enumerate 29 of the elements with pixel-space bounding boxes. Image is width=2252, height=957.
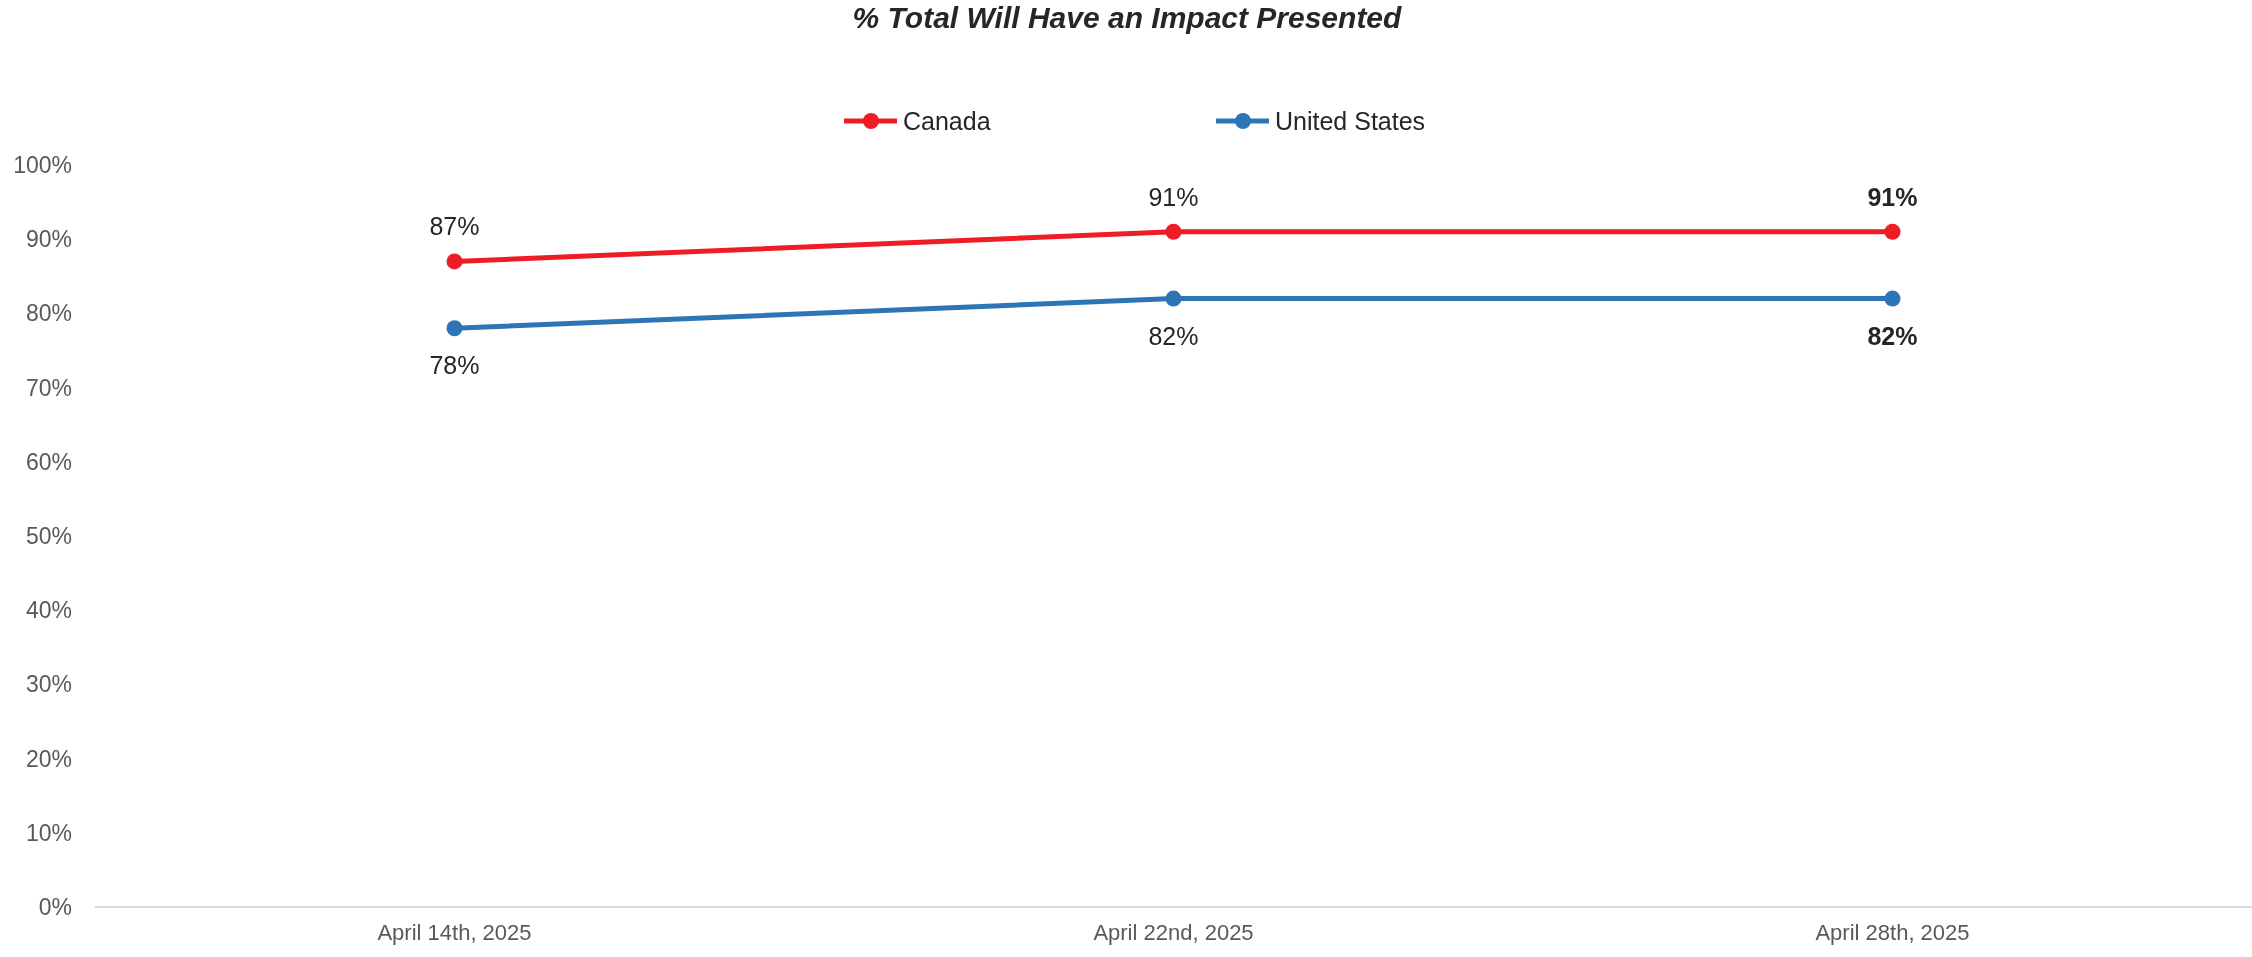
data-label: 87% <box>429 212 480 241</box>
point <box>1884 290 1901 307</box>
legend-label: Canada <box>903 107 991 135</box>
y-tick-label: 90% <box>25 226 72 253</box>
point <box>1165 223 1182 240</box>
data-label: 91% <box>1148 182 1199 211</box>
y-tick-label: 70% <box>25 374 72 401</box>
y-tick-label: 20% <box>25 745 72 772</box>
y-tick-label: 80% <box>25 300 72 327</box>
y-tick-label: 40% <box>25 597 72 624</box>
data-label: 82% <box>1867 321 1918 350</box>
legend-label: United States <box>1275 107 1426 135</box>
data-label: 78% <box>429 351 480 380</box>
y-tick-label: 100% <box>13 152 72 178</box>
y-tick-label: 0% <box>38 894 72 920</box>
x-tick-label: April 14th, 2025 <box>377 920 532 945</box>
data-label: 91% <box>1867 182 1918 211</box>
y-tick-label: 30% <box>25 671 72 698</box>
point <box>446 253 463 270</box>
data-label: 82% <box>1148 321 1199 350</box>
point <box>1165 290 1182 307</box>
chart-title: % Total Will Have an Impact Presented <box>852 1 1403 34</box>
x-tick-label: April 28th, 2025 <box>1815 920 1970 945</box>
y-tick-label: 10% <box>25 819 72 846</box>
point <box>446 320 463 337</box>
y-tick-label: 60% <box>25 448 72 475</box>
point <box>1884 223 1901 240</box>
x-tick-label: April 22nd, 2025 <box>1093 920 1254 945</box>
y-tick-label: 50% <box>25 523 72 549</box>
